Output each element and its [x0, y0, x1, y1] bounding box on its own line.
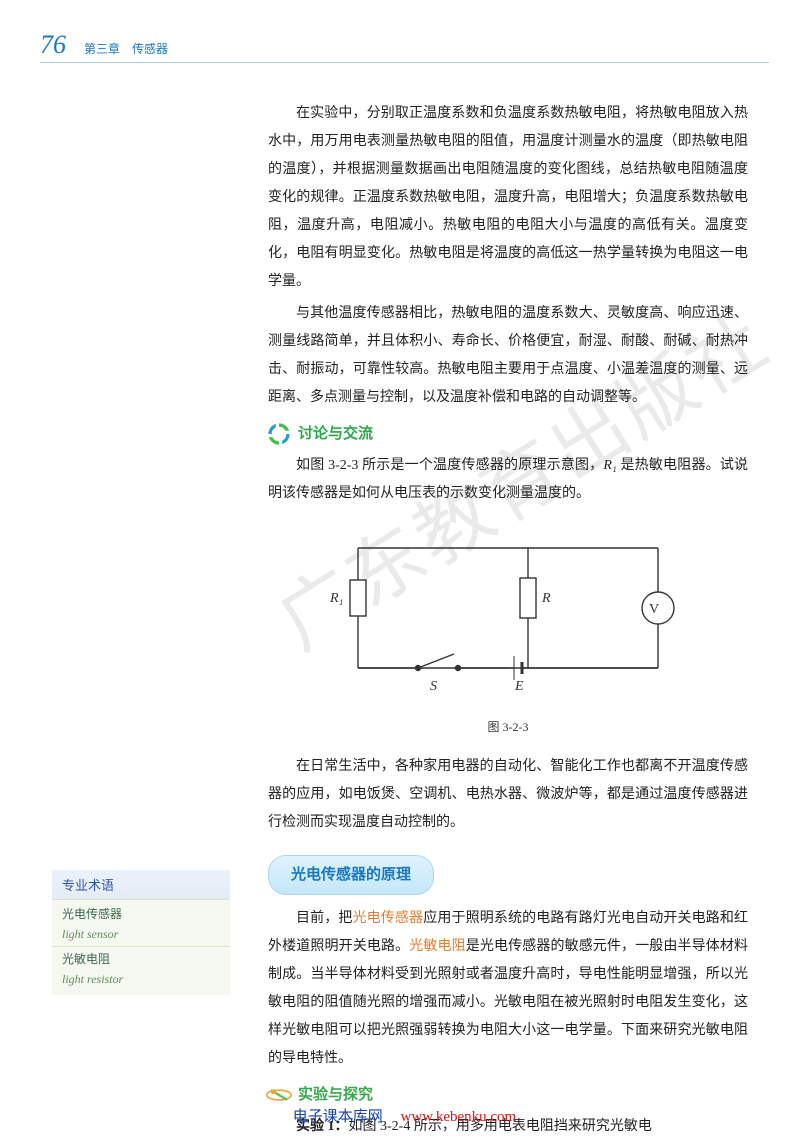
section-heading: 光电传感器的原理	[268, 855, 434, 895]
chapter-title: 第三章 传感器	[84, 40, 168, 57]
figure-caption: 图 3-2-3	[318, 713, 698, 741]
p5-highlight-1: 光电传感器	[353, 911, 424, 926]
paragraph-3: 如图 3-2-3 所示是一个温度传感器的原理示意图，R₁ 是热敏电阻器。试说明该…	[268, 452, 748, 508]
p5-c: 是光电传感器的敏感元件，一般由半导体材料制成。当半导体材料受到光照射或者温度升高…	[268, 939, 748, 1066]
recycle-icon	[266, 421, 292, 447]
discussion-heading: 讨论与交流	[298, 420, 373, 448]
p3-r1-label: R₁	[603, 458, 616, 473]
terminology-sidebar: 专业术语 光电传感器 light sensor 光敏电阻 light resis…	[52, 870, 230, 995]
circuit-figure: R₁ R V S E 图 3-2-3	[318, 518, 698, 741]
sidebar-divider	[52, 946, 230, 947]
paragraph-1: 在实验中，分别取正温度系数和负温度系数热敏电阻，将热敏电阻放入热水中，用万用电表…	[268, 100, 748, 296]
paragraph-5: 目前，把光电传感器应用于照明系统的电路有路灯光电自动开关电路和红外楼道照明开关电…	[268, 905, 748, 1073]
p3-prefix: 如图 3-2-3 所示是一个温度传感器的原理示意图，	[296, 458, 603, 473]
page-number: 76	[40, 30, 66, 60]
p5-a: 目前，把	[296, 911, 353, 926]
term-zh-1: 光电传感器	[62, 904, 220, 924]
circuit-label-r: R	[541, 591, 551, 606]
p5-highlight-2: 光敏电阻	[409, 939, 466, 954]
term-zh-2: 光敏电阻	[62, 949, 220, 969]
circuit-label-r1: R₁	[329, 591, 343, 606]
term-en-2: light resistor	[62, 969, 220, 989]
circuit-label-s: S	[430, 679, 437, 694]
term-en-1: light sensor	[62, 924, 220, 944]
main-content: 在实验中，分别取正温度系数和负温度系数热敏电阻，将热敏电阻放入热水中，用万用电表…	[268, 100, 748, 1145]
header-rule	[40, 62, 769, 63]
circuit-label-e: E	[514, 679, 524, 694]
footer-url: www.kebenku.com	[401, 1109, 517, 1125]
paragraph-2: 与其他温度传感器相比，热敏电阻的温度系数大、灵敏度高、响应迅速、测量线路简单，并…	[268, 300, 748, 412]
circuit-label-v: V	[649, 602, 659, 617]
footer-site: 电子课本库网	[293, 1109, 383, 1125]
experiment-icon	[266, 1084, 292, 1106]
sidebar-title: 专业术语	[52, 870, 230, 900]
paragraph-4: 在日常生活中，各种家用电器的自动化、智能化工作也都离不开温度传感器的应用，如电饭…	[268, 753, 748, 837]
footer: 电子课本库网 www.kebenku.com	[0, 1105, 809, 1126]
